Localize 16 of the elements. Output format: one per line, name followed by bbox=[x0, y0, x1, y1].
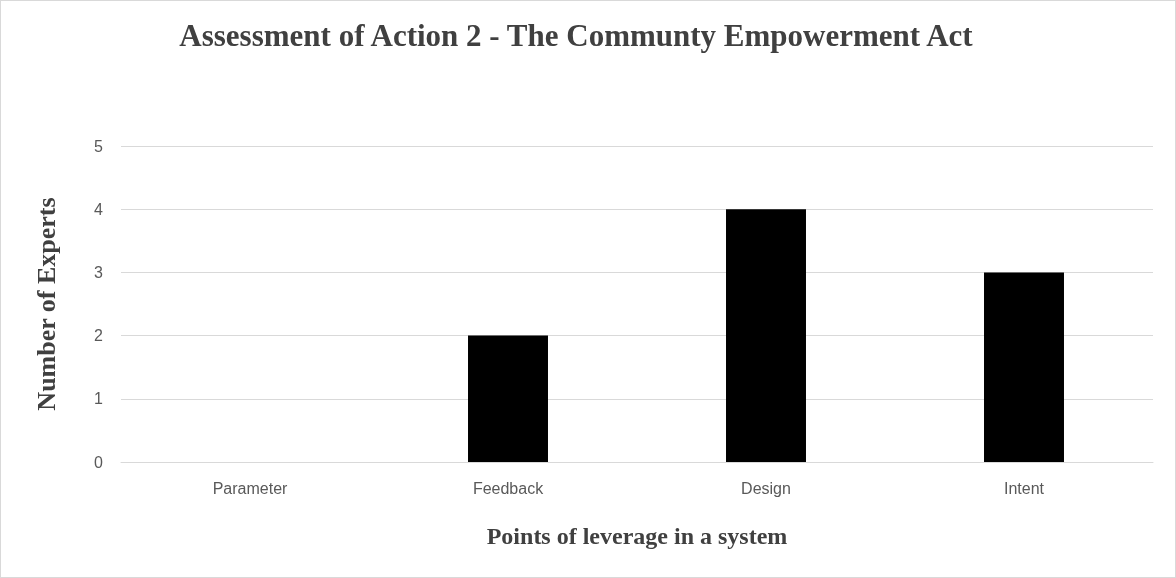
y-tick-label: 2 bbox=[94, 327, 104, 345]
x-tick-label: Design bbox=[741, 479, 791, 497]
y-tick-label: 1 bbox=[94, 390, 104, 408]
y-tick-label: 5 bbox=[94, 137, 104, 155]
x-axis-title: Points of leverage in a system bbox=[486, 523, 788, 549]
x-tick-label: Intent bbox=[1003, 479, 1045, 497]
x-tick-label: Feedback bbox=[472, 479, 545, 497]
y-tick-label: 3 bbox=[94, 263, 104, 281]
y-tick-label: 4 bbox=[94, 200, 104, 218]
y-axis-title: Number of Experts bbox=[31, 197, 61, 411]
bar bbox=[726, 209, 806, 462]
chart-title: Assessment of Action 2 - The Communty Empowerment Act bbox=[179, 17, 974, 53]
bar bbox=[468, 335, 548, 462]
x-tick-label: Parameter bbox=[212, 479, 289, 497]
y-tick-label: 0 bbox=[94, 453, 104, 471]
bar bbox=[984, 272, 1064, 462]
